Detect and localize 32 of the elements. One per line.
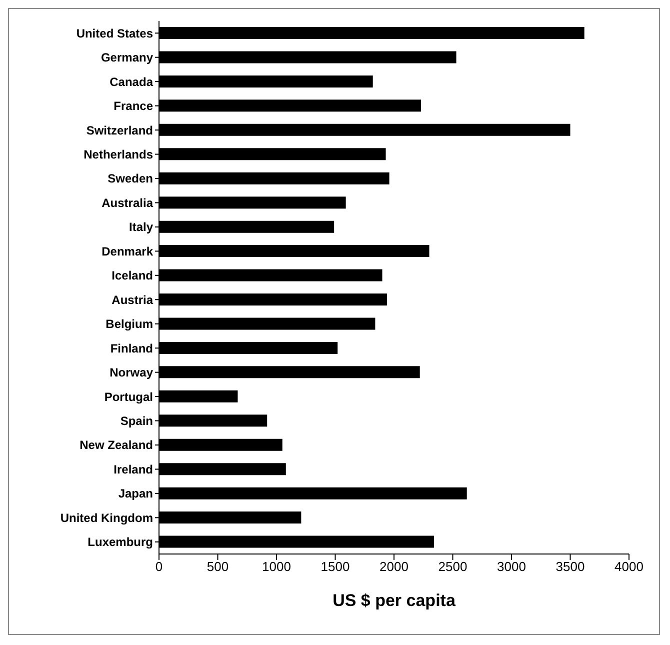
x-tick-label: 3500: [556, 559, 585, 574]
x-tick-label: 0: [155, 559, 163, 574]
x-tick-label: 2500: [438, 559, 468, 574]
y-tick-label: Norway: [110, 366, 154, 380]
y-tick-label: Germany: [100, 50, 154, 65]
y-tick-label: Canada: [110, 74, 154, 89]
x-tick-label: 4000: [614, 559, 644, 574]
x-axis-title: US $ per capita: [332, 591, 456, 610]
y-tick-label: Finland: [110, 341, 153, 356]
y-tick-label: Switzerland: [86, 123, 153, 138]
y-tick-label: New Zealand: [80, 438, 153, 452]
y-tick-label: Spain: [120, 414, 153, 428]
y-tick-label: Australia: [102, 196, 154, 210]
y-tick-label: France: [114, 99, 154, 114]
y-tick-label: Italy: [128, 220, 154, 234]
y-tick-label: United States: [76, 26, 154, 40]
x-tick-label: 1500: [320, 559, 350, 574]
x-tick-label: 500: [206, 559, 229, 574]
y-tick-label: Luxemburg: [88, 535, 153, 550]
x-tick-label: 2000: [380, 559, 408, 574]
y-tick-label: Japan: [118, 486, 153, 501]
y-tick-label: Portugal: [104, 390, 153, 404]
x-tick-label: 1000: [262, 559, 291, 574]
y-tick-label: Netherlands: [84, 148, 154, 162]
y-tick-label: Iceland: [112, 268, 153, 283]
y-tick-label: Ireland: [114, 462, 153, 476]
y-tick-label: Austria: [112, 292, 154, 307]
y-tick-label: Sweden: [108, 172, 153, 186]
y-tick-label: Belgium: [106, 317, 153, 332]
y-tick-label: United Kingdom: [60, 510, 153, 525]
y-tick-label: Denmark: [102, 244, 154, 258]
x-tick-label: 3000: [497, 559, 526, 574]
